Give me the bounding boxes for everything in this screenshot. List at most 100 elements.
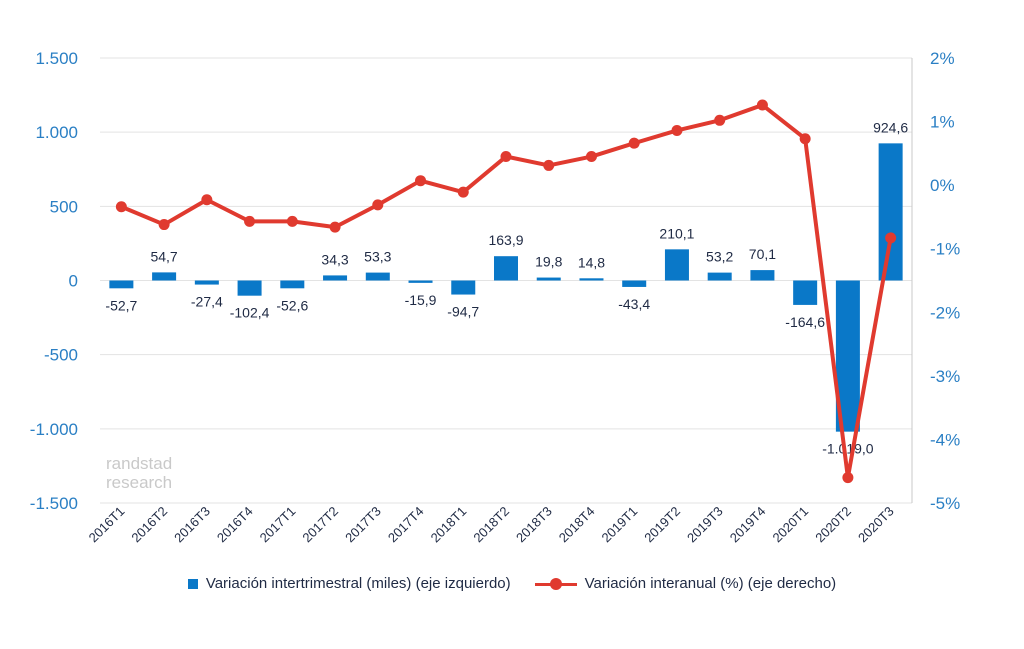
- legend-label-bars: Variación intertrimestral (miles) (eje i…: [205, 575, 511, 592]
- x-axis: 2016T1 2016T2 2016T3 2016T4 2017T1 2017T2 2017…: [86, 504, 897, 546]
- bar: [109, 280, 134, 289]
- bar-data-label: -1.019,0: [822, 441, 874, 457]
- y-right-tick-label: 2%: [930, 49, 955, 68]
- bar-data-label: -102,4: [230, 305, 270, 321]
- line-point: [201, 194, 213, 206]
- bar: [878, 143, 903, 281]
- line-point: [885, 232, 897, 244]
- y-right-tick-label: -1%: [930, 240, 960, 259]
- line-point: [158, 219, 170, 231]
- bar: [750, 270, 775, 281]
- y-left-tick-label: -500: [44, 346, 78, 365]
- bar-data-label: -43,4: [618, 296, 650, 312]
- y-left-tick-label: 1.500: [35, 49, 78, 68]
- line-point: [500, 151, 512, 163]
- bar: [494, 256, 518, 281]
- line-point: [714, 114, 726, 126]
- line-point: [244, 215, 256, 227]
- y-left-tick-label: -1.500: [30, 494, 78, 513]
- x-tick-label: 2019T2: [641, 504, 683, 546]
- bar: [793, 280, 818, 305]
- line-point: [457, 186, 469, 198]
- legend: Variación intertrimestral (miles) (eje i…: [0, 575, 1024, 592]
- bar: [579, 278, 604, 281]
- bar: [323, 275, 348, 281]
- bar-data-label: -52,7: [105, 297, 137, 313]
- bar-data-label: 19,8: [535, 254, 562, 270]
- bar: [280, 280, 305, 289]
- right-y-axis: 2% 1% 0% -1% -2% -3% -4% -5%: [930, 49, 960, 513]
- bar-series: [109, 143, 903, 432]
- bar-data-label: 163,9: [488, 232, 523, 248]
- legend-item-line: Variación interanual (%) (eje derecho): [534, 575, 837, 592]
- bar-data-labels: -52,7 54,7 -27,4 -102,4 -52,6 34,3 53,3 -15,9 -9…: [105, 119, 908, 456]
- bar: [536, 277, 561, 281]
- y-left-tick-label: 500: [50, 197, 78, 216]
- x-tick-label: 2016T1: [86, 504, 128, 546]
- bar-data-label: 34,3: [321, 251, 348, 267]
- bar: [451, 280, 476, 295]
- bar: [408, 280, 433, 283]
- bar-data-label: -52,6: [276, 297, 308, 313]
- x-tick-label: 2018T4: [556, 504, 598, 546]
- bar: [365, 272, 390, 281]
- bar-data-label: 53,2: [706, 249, 733, 265]
- line-point: [628, 137, 640, 149]
- x-tick-label: 2020T2: [812, 504, 854, 546]
- line-point: [115, 201, 127, 213]
- x-tick-label: 2016T4: [214, 504, 256, 546]
- x-tick-label: 2018T1: [428, 504, 470, 546]
- line-point: [329, 221, 341, 233]
- line-point: [415, 175, 427, 187]
- bar: [622, 280, 647, 287]
- bar: [237, 280, 262, 296]
- line-point: [286, 215, 298, 227]
- x-tick-label: 2019T3: [684, 504, 726, 546]
- y-right-tick-label: 0%: [930, 176, 955, 195]
- x-tick-label: 2016T2: [128, 504, 170, 546]
- bar-data-label: 14,8: [578, 254, 605, 270]
- line-series: [115, 99, 897, 484]
- x-tick-label: 2017T4: [385, 504, 427, 546]
- line-point: [671, 124, 683, 136]
- bar-data-label: 210,1: [659, 225, 694, 241]
- line-point: [842, 472, 854, 484]
- bar: [152, 272, 177, 281]
- bar-data-label: -27,4: [191, 294, 223, 310]
- y-right-tick-label: -2%: [930, 303, 960, 322]
- x-tick-label: 2017T3: [342, 504, 384, 546]
- line-point: [543, 159, 555, 171]
- bar-data-label: -15,9: [405, 292, 437, 308]
- bar-data-label: 924,6: [873, 119, 908, 135]
- watermark-line-2: research: [106, 473, 172, 492]
- legend-item-bars: Variación intertrimestral (miles) (eje i…: [187, 575, 511, 592]
- bar-data-label: 70,1: [749, 246, 776, 262]
- bar-data-label: 53,3: [364, 249, 391, 265]
- x-tick-label: 2016T3: [171, 504, 213, 546]
- bar: [664, 249, 689, 281]
- gridlines: [100, 57, 913, 504]
- x-tick-label: 2018T2: [470, 504, 512, 546]
- x-tick-label: 2018T3: [513, 504, 555, 546]
- bar-data-label: -94,7: [447, 304, 479, 320]
- watermark-line-1: randstad: [106, 454, 172, 473]
- x-tick-label: 2019T1: [599, 504, 641, 546]
- watermark: randstad research: [106, 454, 172, 492]
- line-point: [756, 99, 768, 111]
- x-tick-label: 2020T1: [769, 504, 811, 546]
- bar-data-label: 54,7: [150, 248, 177, 264]
- legend-line-swatch: [534, 577, 577, 590]
- y-left-tick-label: 0: [69, 272, 78, 291]
- bar-data-label: -164,6: [785, 314, 825, 330]
- y-left-tick-label: 1.000: [35, 123, 78, 142]
- bar: [194, 280, 219, 285]
- x-tick-label: 2017T1: [257, 504, 299, 546]
- legend-label-line: Variación interanual (%) (eje derecho): [584, 575, 837, 592]
- left-y-axis: 1.500 1.000 500 0 -500 -1.000 -1.500: [30, 49, 78, 513]
- legend-bar-swatch: [187, 578, 198, 589]
- y-right-tick-label: 1%: [930, 113, 955, 132]
- y-right-tick-label: -5%: [930, 494, 960, 513]
- y-left-tick-label: -1.000: [30, 420, 78, 439]
- x-tick-label: 2019T4: [727, 504, 769, 546]
